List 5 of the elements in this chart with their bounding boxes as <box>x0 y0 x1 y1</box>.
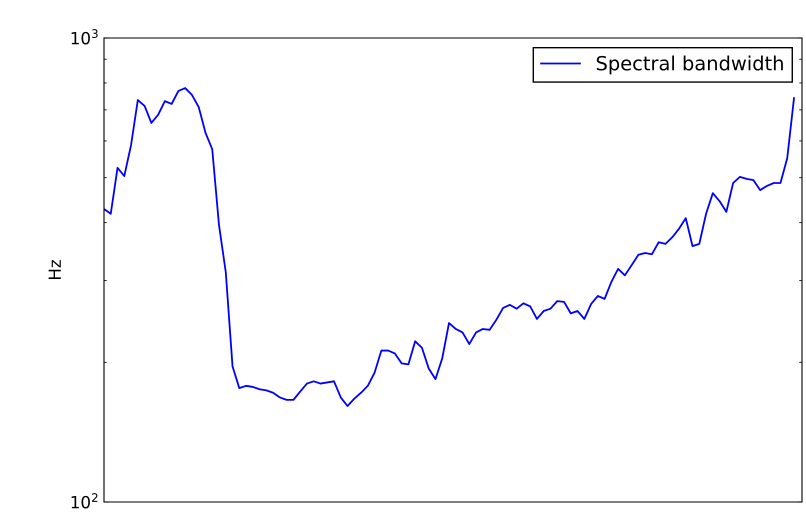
legend-label: Spectral bandwidth <box>596 56 783 74</box>
y-tick-label: 10$^{2}$ <box>72 493 98 508</box>
line-series <box>104 87 795 407</box>
y-tick-label: 10$^{3}$ <box>72 29 98 44</box>
y-axis-title: Hz <box>48 260 61 280</box>
